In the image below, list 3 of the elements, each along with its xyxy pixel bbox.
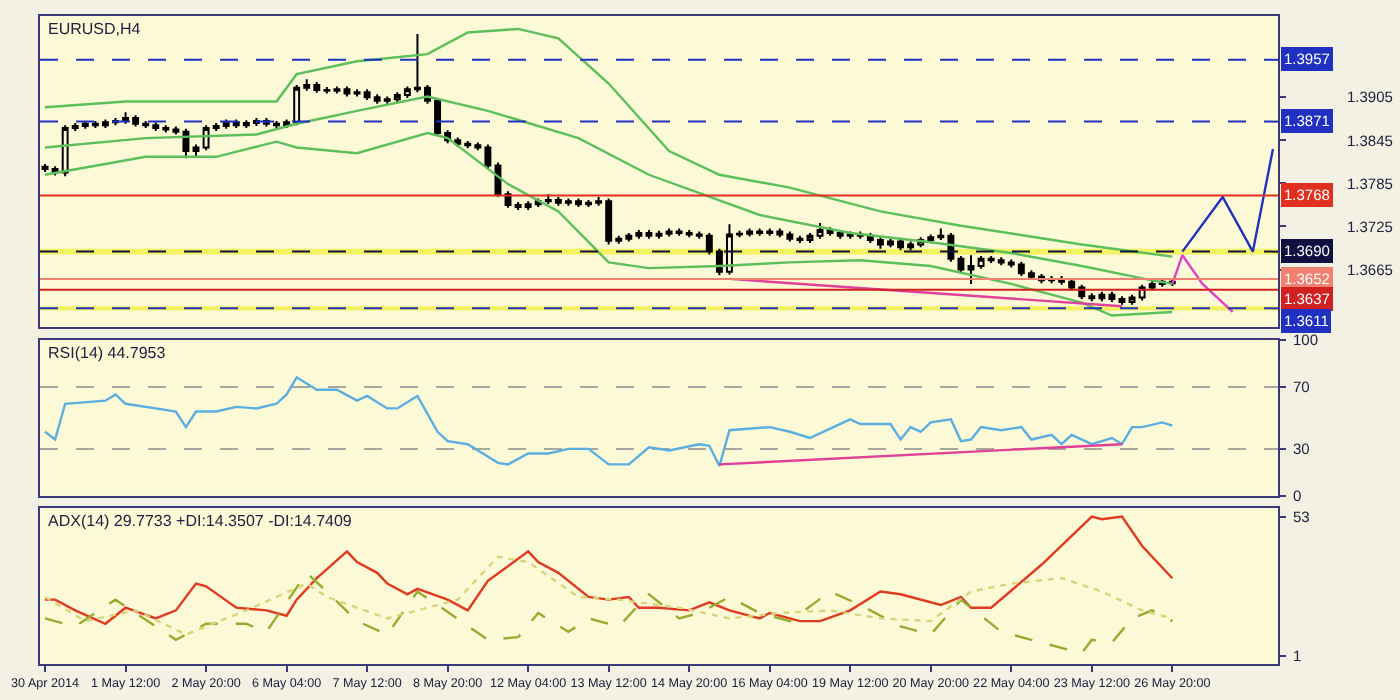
chart-title: RSI(14) 44.7953 — [48, 344, 167, 362]
chart-title: ADX(14) 29.7733 +DI:14.3507 -DI:14.7409 — [48, 512, 353, 530]
chart-title: EURUSD,H4 — [48, 20, 142, 38]
